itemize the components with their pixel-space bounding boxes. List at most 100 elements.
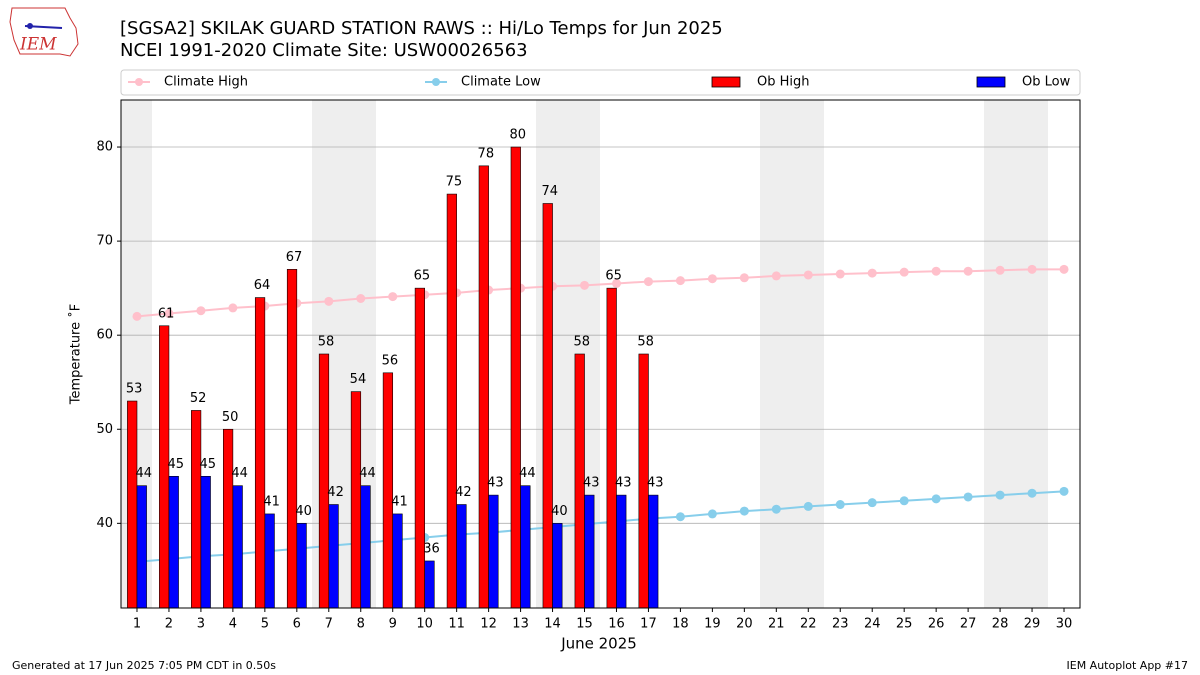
point xyxy=(707,274,717,284)
point xyxy=(196,306,206,316)
data-label: 52 xyxy=(190,391,207,406)
bar xyxy=(264,513,275,609)
data-label: 44 xyxy=(519,466,536,481)
data-label: 56 xyxy=(382,353,399,368)
footer-right: IEM Autoplot App #17 xyxy=(1067,659,1189,672)
point xyxy=(995,265,1005,275)
legend-label: Ob High xyxy=(757,75,810,90)
x-tick-label: 12 xyxy=(480,617,497,632)
bar xyxy=(552,523,563,609)
point xyxy=(867,268,877,278)
y-tick-label: 70 xyxy=(96,234,113,249)
x-tick-label: 2 xyxy=(165,617,173,632)
bar xyxy=(328,504,339,609)
legend-swatch xyxy=(976,76,1006,88)
point xyxy=(164,309,174,319)
data-label: 36 xyxy=(423,541,440,556)
data-label: 45 xyxy=(199,457,216,472)
bar xyxy=(350,391,362,609)
bar xyxy=(584,494,595,609)
data-label: 61 xyxy=(158,306,175,321)
data-label: 45 xyxy=(167,457,184,472)
bar xyxy=(360,485,371,609)
data-label: 53 xyxy=(126,382,143,397)
bar xyxy=(392,513,403,609)
x-tick-label: 1 xyxy=(133,617,141,632)
x-tick-label: 11 xyxy=(448,617,465,632)
data-label: 78 xyxy=(478,146,495,161)
data-label: 41 xyxy=(391,494,408,509)
bar xyxy=(478,165,489,609)
bar xyxy=(168,475,179,609)
bar xyxy=(286,269,298,609)
point xyxy=(1027,264,1037,274)
data-label: 43 xyxy=(615,476,632,491)
data-label: 44 xyxy=(359,466,376,481)
x-tick-label: 23 xyxy=(832,617,849,632)
x-tick-label: 16 xyxy=(608,617,625,632)
x-tick-label: 7 xyxy=(325,617,333,632)
bar xyxy=(542,203,553,609)
data-label: 65 xyxy=(414,269,431,284)
bar xyxy=(616,494,627,609)
point xyxy=(356,293,366,303)
x-tick-label: 5 xyxy=(261,617,269,632)
legend-marker xyxy=(135,78,143,86)
point xyxy=(867,498,877,508)
x-tick-label: 14 xyxy=(544,617,561,632)
bar xyxy=(456,504,467,609)
bar xyxy=(296,523,307,609)
point xyxy=(835,500,845,510)
legend-marker xyxy=(432,78,440,86)
bar xyxy=(191,410,202,609)
point xyxy=(771,504,781,514)
bar xyxy=(414,287,425,609)
logo-dot xyxy=(27,23,33,29)
data-label: 58 xyxy=(573,335,590,350)
bar xyxy=(446,193,457,609)
data-label: 50 xyxy=(222,410,239,425)
x-tick-label: 15 xyxy=(576,617,593,632)
point xyxy=(803,270,813,280)
point xyxy=(611,278,621,288)
data-label: 44 xyxy=(136,466,153,481)
bar xyxy=(254,297,266,609)
data-label: 64 xyxy=(254,278,271,293)
plot-frame xyxy=(120,99,1081,609)
data-label: 58 xyxy=(637,335,654,350)
x-tick-label: 8 xyxy=(357,617,365,632)
point xyxy=(899,496,909,506)
point xyxy=(995,490,1005,500)
y-axis-label: Temperature ˚F xyxy=(68,304,84,405)
point xyxy=(675,512,685,522)
x-tick-label: 4 xyxy=(229,617,237,632)
data-label: 43 xyxy=(647,476,664,491)
x-axis-label: June 2025 xyxy=(560,635,637,653)
bar xyxy=(510,146,521,609)
footer-left: Generated at 17 Jun 2025 7:05 PM CDT in … xyxy=(12,659,276,672)
x-tick-label: 6 xyxy=(293,617,301,632)
chart-subtitle: NCEI 1991-2020 Climate Site: USW00026563 xyxy=(120,40,528,61)
bar xyxy=(382,372,394,609)
bar xyxy=(127,400,138,609)
point xyxy=(707,509,717,519)
x-tick-label: 30 xyxy=(1056,617,1073,632)
bar xyxy=(318,353,330,609)
data-label: 40 xyxy=(295,504,312,519)
point xyxy=(324,296,334,306)
x-tick-label: 19 xyxy=(704,617,721,632)
bar xyxy=(232,485,243,609)
data-label: 58 xyxy=(318,335,335,350)
data-label: 74 xyxy=(541,184,558,199)
data-label: 44 xyxy=(231,466,248,481)
x-tick-label: 26 xyxy=(928,617,945,632)
x-tick-label: 13 xyxy=(512,617,529,632)
legend-swatch xyxy=(711,76,741,88)
point xyxy=(739,273,749,283)
weekend xyxy=(984,100,1048,608)
point xyxy=(963,266,973,276)
point xyxy=(675,276,685,286)
bar xyxy=(424,560,435,609)
bar xyxy=(136,485,147,609)
